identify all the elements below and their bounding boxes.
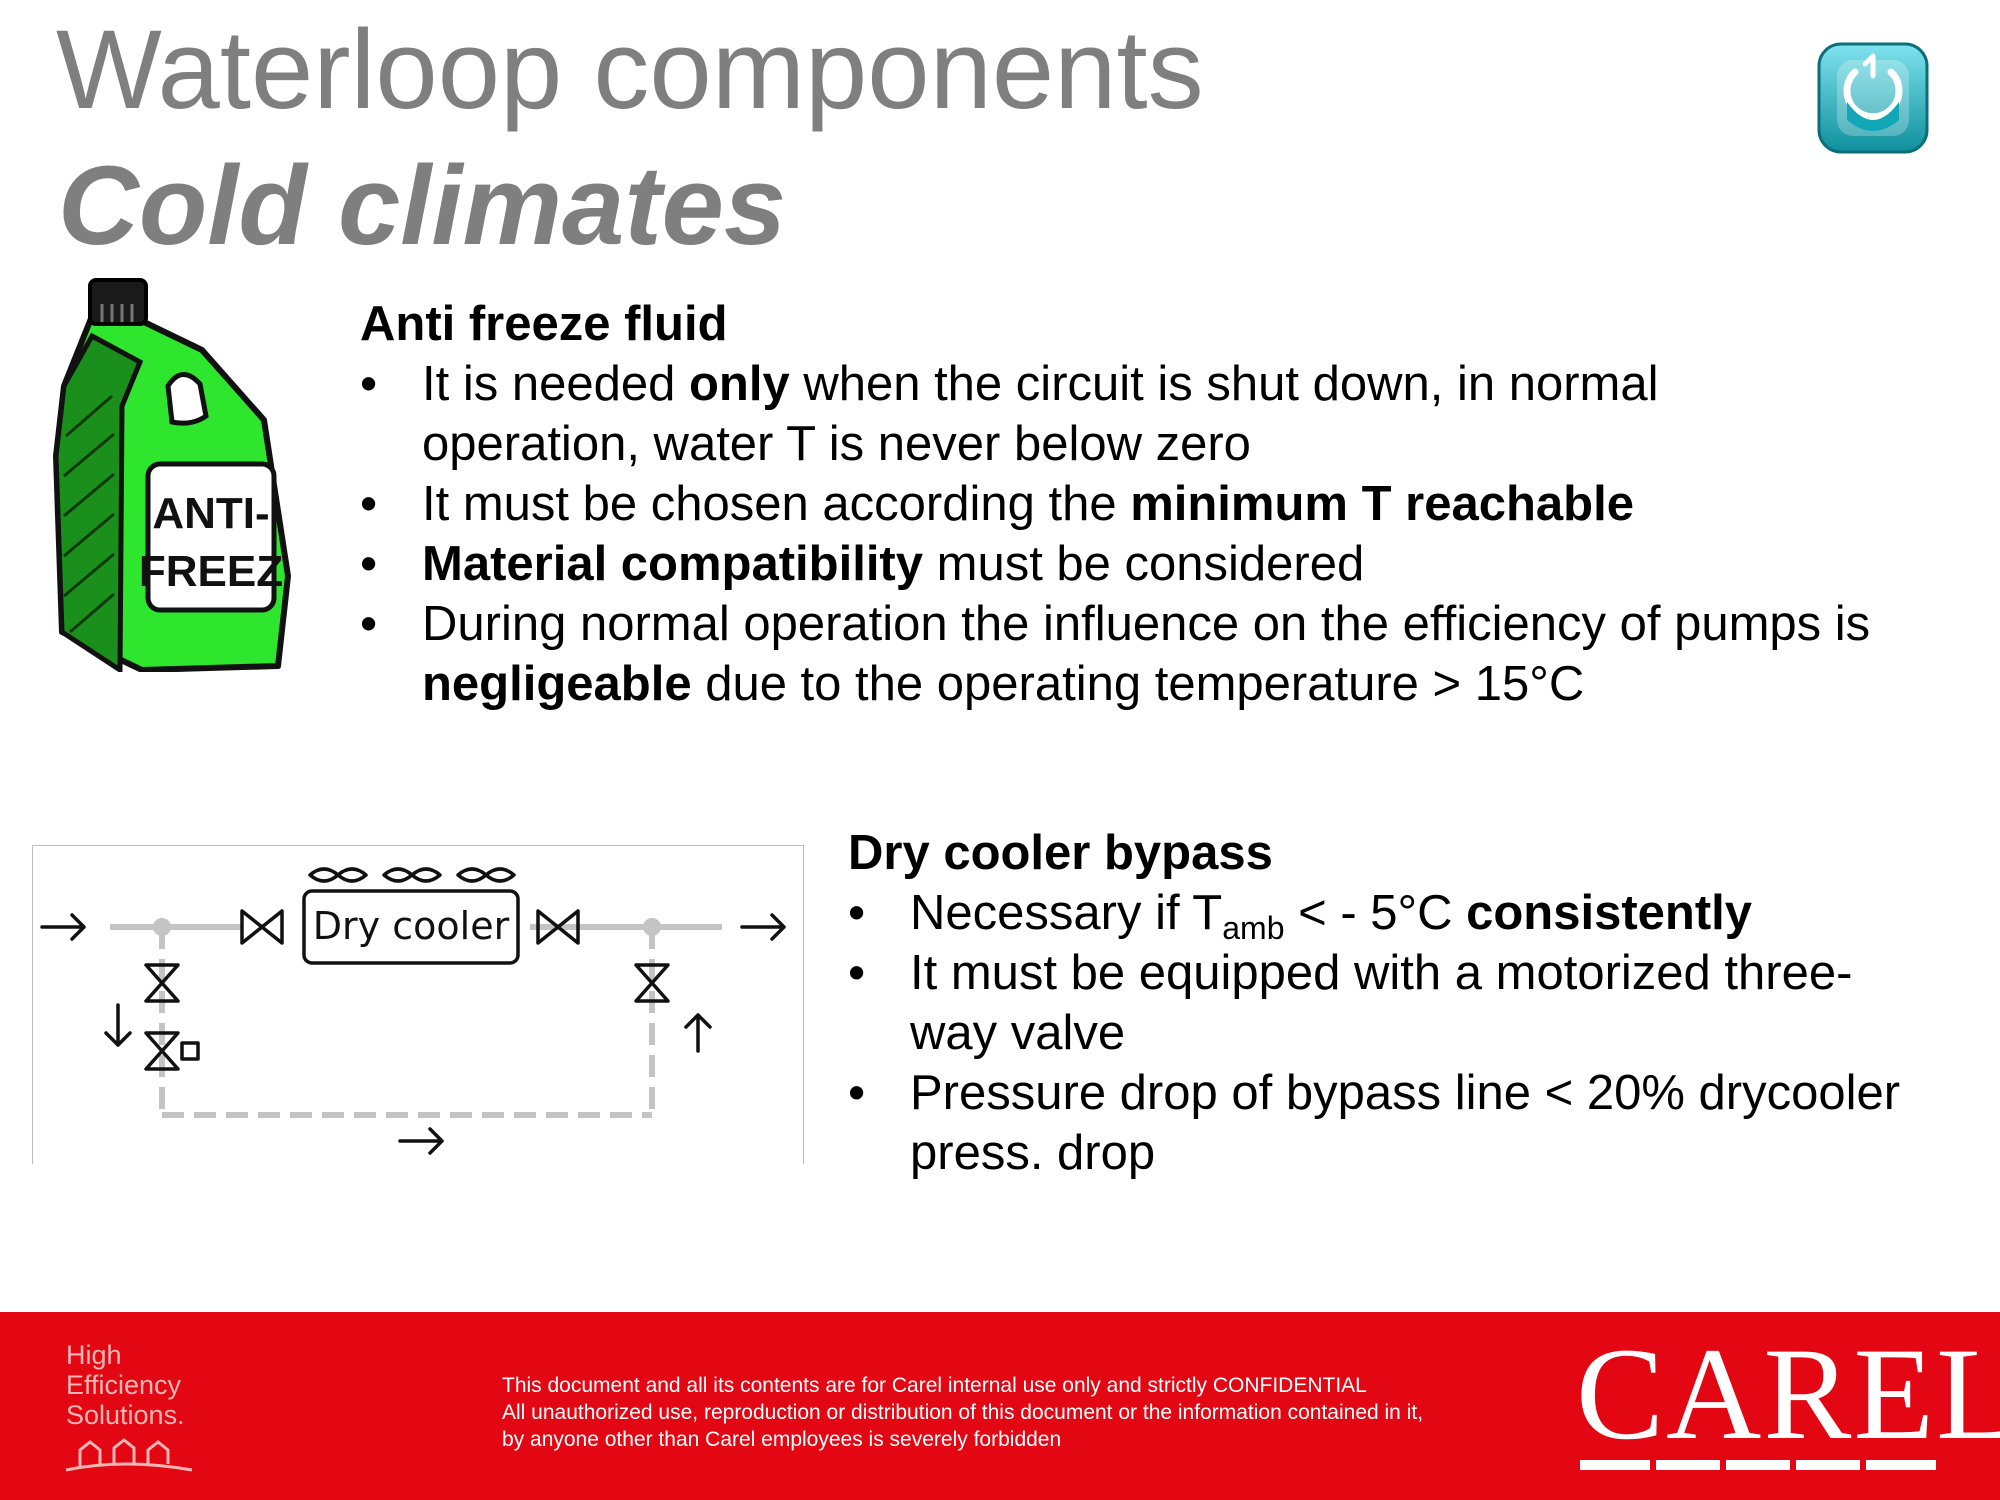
antifreeze-item-2: It must be chosen according the minimum … [360,474,1960,534]
logo-line-3: Solutions. [66,1400,185,1430]
bypass-item-3: Pressure drop of bypass line < 20% dryco… [848,1063,1970,1183]
text: It must be chosen according the [422,477,1131,531]
bypass-item-2: It must be equipped with a motorized thr… [848,943,1870,1063]
diagram-frame [32,845,804,1164]
text: During normal operation the influence on… [422,597,1871,651]
bypass-section: Dry cooler bypass Necessary if Tamb < - … [848,823,1968,1183]
bottle-label-line1: ANTI- [152,489,269,538]
slide-title: Waterloop components [56,7,1204,132]
bypass-item-1: Necessary if Tamb < - 5°C consistently [848,883,1968,946]
bottle-label-line2: FREEZ [139,547,283,596]
bold-text: negligeable [422,657,692,711]
carel-logo-underline [1580,1460,1936,1470]
return-icon[interactable] [1817,42,1929,154]
notice-line-1: This document and all its contents are f… [502,1374,1367,1397]
text: Necessary if T [910,886,1223,940]
antifreeze-list: It is needed only when the circuit is sh… [360,354,1960,714]
dry-cooler-bypass-diagram: Dry cooler [40,867,786,1155]
bold-text: minimum T reachable [1130,477,1634,531]
bypass-heading: Dry cooler bypass [848,826,1273,880]
bypass-list: Necessary if Tamb < - 5°C consistently I… [848,883,1968,1183]
notice-line-3: by anyone other than Carel employees is … [502,1428,1062,1451]
logo-line-1: High [66,1340,122,1370]
text: It must be equipped with a motorized thr… [910,946,1853,1060]
notice-line-2: All unauthorized use, reproduction or di… [502,1401,1424,1424]
antifreeze-item-1: It is needed only when the circuit is sh… [360,354,1802,474]
text: Pressure drop of bypass line < 20% dryco… [910,1066,1901,1180]
bold-text: Material compatibility [422,537,924,591]
footer-bar: High Efficiency Solutions. This document… [0,1312,2000,1500]
antifreeze-item-4: During normal operation the influence on… [360,594,1982,714]
high-efficiency-logo: High Efficiency Solutions. [66,1340,185,1430]
logo-line-2: Efficiency [66,1370,182,1400]
antifreeze-bottle-image: ANTI- FREEZ [53,278,291,672]
houses-icon [65,1438,193,1472]
confidentiality-notice: This document and all its contents are f… [502,1372,1502,1453]
antifreeze-heading: Anti freeze fluid [360,297,728,351]
text: due to the operating temperature > 15°C [691,657,1585,711]
bold-text: consistently [1466,886,1753,940]
antifreeze-item-3: Material compatibility must be considere… [360,534,1960,594]
text: must be considered [923,537,1365,591]
bold-text: only [688,357,790,411]
subscript: amb [1222,910,1285,946]
text: when the circuit is shut down, in normal… [422,357,1659,471]
carel-logo: CAREL [1576,1320,2000,1467]
antifreeze-section: Anti freeze fluid It is needed only when… [360,294,1960,714]
text: It is needed [422,357,689,411]
slide-subtitle: Cold climates [58,143,787,268]
text: < - 5°C [1284,886,1467,940]
diagram-dry-cooler-label: Dry cooler [313,904,510,948]
